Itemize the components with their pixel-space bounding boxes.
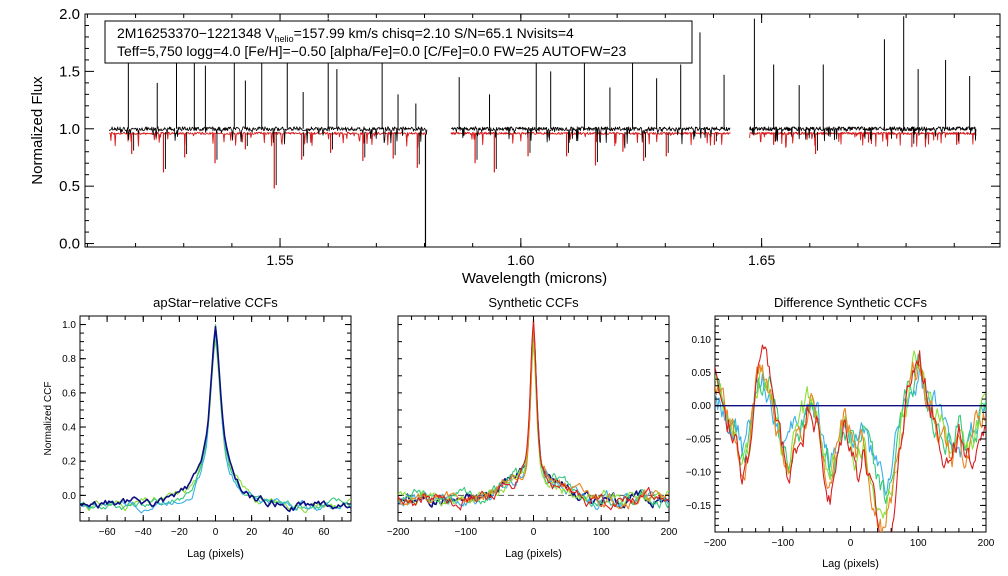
synthetic-ccf-line <box>398 327 669 509</box>
apstar-1-x-tick-label: 20 <box>246 527 258 538</box>
apstar-1-x-tick-label: −60 <box>99 527 116 538</box>
synthetic-ccf-line <box>398 328 669 509</box>
observed-spectrum-line <box>450 126 731 145</box>
difference-3-x-tick-label: 0 <box>848 538 854 549</box>
info-line-1-subscript: helio <box>275 34 294 44</box>
difference-3-x-tick-label: −100 <box>771 538 794 549</box>
difference-3-x-tick-label: 200 <box>978 538 995 549</box>
spectrum-y-tick-label: 1.5 <box>59 63 80 80</box>
spectrum-y-tick-label: 2.0 <box>59 6 80 23</box>
spectrum-x-axis-title: Wavelength (microns) <box>462 270 607 287</box>
apstar-x-axis-title: Lag (pixels) <box>187 548 244 560</box>
model-spectrum-line <box>450 131 731 147</box>
spectrum-0-x-tick-label: 1.60 <box>507 252 534 268</box>
observed-spectrum-line <box>108 126 428 145</box>
info-line-1-prefix: 2M16253370−1221348 V <box>117 25 275 41</box>
spectrum-0-x-tick-label: 1.65 <box>748 252 775 268</box>
spectrum-y-tick-label: 0.5 <box>59 178 80 195</box>
difference-plot-area <box>715 344 986 532</box>
synthetic-ccf-line <box>398 330 669 511</box>
apstar-title: apStar−relative CCFs <box>153 295 278 310</box>
synthetic-plot-area <box>398 318 669 511</box>
apstar-1-x-tick-label: −20 <box>171 527 188 538</box>
apstar-y-tick-label: 0.4 <box>62 423 76 434</box>
apstar-ccf-line <box>80 339 351 514</box>
apstar-ccf-line <box>80 323 351 511</box>
difference-y-tick-label: −0.05 <box>686 434 712 445</box>
observed-spectrum-line <box>749 126 977 142</box>
spectrum-frame <box>84 13 1001 248</box>
difference-3-x-tick-label: 100 <box>910 538 927 549</box>
synthetic-2-x-tick-label: −200 <box>387 527 410 538</box>
synthetic-2-x-tick-label: −100 <box>454 527 477 538</box>
apstar-1-x-tick-label: 0 <box>213 527 219 538</box>
apstar-1-x-tick-label: 60 <box>318 527 330 538</box>
difference-ccf-line <box>715 350 986 519</box>
difference-ccf-line <box>715 361 986 532</box>
synthetic-title: Synthetic CCFs <box>488 295 579 310</box>
difference-3-x-tick-label: −200 <box>704 538 727 549</box>
spectrum-0-x-tick-label: 1.55 <box>266 252 293 268</box>
synthetic-x-axis-title: Lag (pixels) <box>505 548 562 560</box>
model-spectrum-line <box>109 131 427 148</box>
apstar-1-x-tick-label: −40 <box>135 527 152 538</box>
apstar-ccf-line <box>80 330 351 514</box>
synthetic-2-x-tick-label: 100 <box>593 527 610 538</box>
synthetic-2-x-tick-label: 0 <box>531 527 537 538</box>
spectrum-plot-area <box>108 16 977 247</box>
difference-y-tick-label: 0.05 <box>692 368 712 379</box>
info-line-1: 2M16253370−1221348 Vhelio=157.99 km/s ch… <box>117 25 574 44</box>
difference-ccf-line <box>715 344 986 532</box>
spectrum-y-axis-title: Normalized Flux <box>29 76 46 185</box>
apstar-y-tick-label: 0.0 <box>62 491 76 502</box>
apstar-y-tick-label: 1.0 <box>62 320 76 331</box>
difference-y-tick-label: −0.15 <box>686 501 712 512</box>
apstar-1-x-tick-label: 40 <box>282 527 294 538</box>
difference-y-tick-label: −0.10 <box>686 468 712 479</box>
synthetic-2-x-tick-label: 200 <box>661 527 678 538</box>
difference-x-axis-title: Lag (pixels) <box>822 558 879 570</box>
apstar-y-axis-title: Normalized CCF <box>43 382 54 456</box>
info-box <box>104 20 693 64</box>
difference-y-tick-label: 0.00 <box>692 401 712 412</box>
apstar-ccf-line <box>80 325 351 513</box>
difference-y-tick-label: 0.10 <box>692 335 712 346</box>
difference-title: Difference Synthetic CCFs <box>774 295 927 310</box>
info-line-1-suffix: =157.99 km/s chisq=2.10 S/N=65.1 Nvisits… <box>294 25 574 41</box>
synthetic-ccf-line <box>398 324 669 510</box>
spectrum-y-tick-label: 1.0 <box>59 121 80 138</box>
apstar-plot-area <box>80 323 351 514</box>
info-line-2: Teff=5,750 logg=4.0 [Fe/H]=−0.50 [alpha/… <box>117 43 626 59</box>
apstar-frame <box>79 315 352 522</box>
difference-frame <box>714 315 987 533</box>
model-spectrum-line <box>749 131 977 148</box>
apstar-y-tick-label: 0.2 <box>62 457 76 468</box>
apstar-y-tick-label: 0.8 <box>62 354 76 365</box>
spectrum-y-tick-label: 0.0 <box>59 236 80 253</box>
apstar-y-tick-label: 0.6 <box>62 388 76 399</box>
synthetic-ccf-line <box>398 341 669 507</box>
